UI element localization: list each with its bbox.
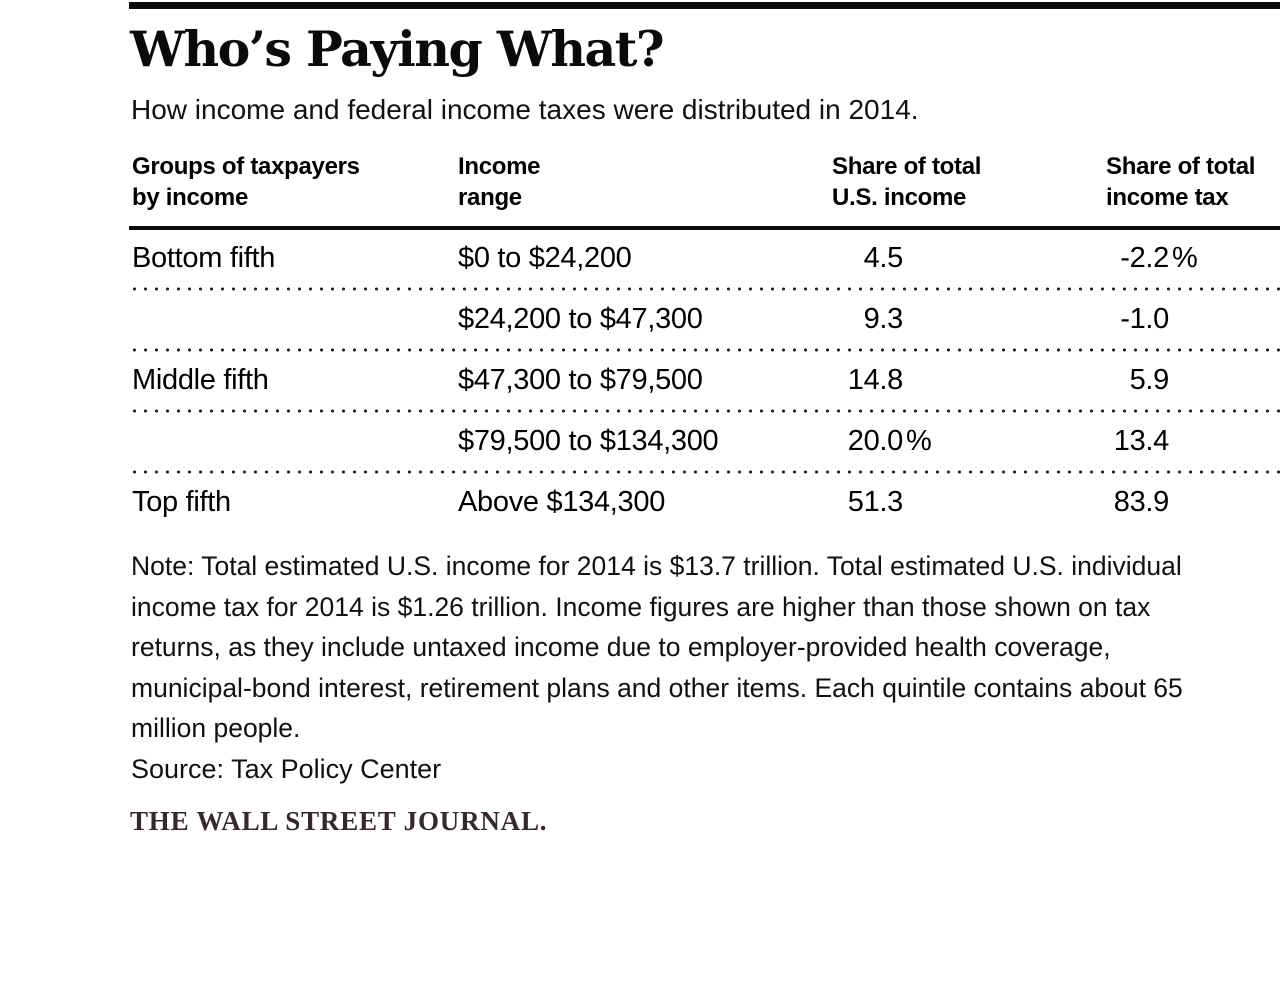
tax-suffix: % bbox=[1172, 242, 1198, 274]
income-suffix: % bbox=[906, 425, 932, 457]
cell-group: Middle fifth bbox=[132, 364, 269, 396]
tax-value: 5.9 bbox=[1129, 364, 1170, 396]
cell-group: Top fifth bbox=[132, 486, 231, 518]
column-header-range: Income range bbox=[455, 151, 829, 213]
row-separator bbox=[129, 409, 1280, 413]
column-header-income-share-line1: Share of total bbox=[832, 153, 982, 180]
cell-tax-share: 5.9 bbox=[1103, 364, 1280, 397]
page-title: Who’s Paying What? bbox=[130, 20, 665, 78]
wsj-brand-logo: THE WALL STREET JOURNAL. bbox=[130, 806, 548, 836]
table-row: Middle fifth $47,300 to $79,500 14.8 5.9 bbox=[129, 352, 1280, 409]
cell-range: $24,200 to $47,300 bbox=[458, 303, 703, 335]
income-value: 4.5 bbox=[863, 242, 904, 274]
tax-value: -1.0 bbox=[1120, 303, 1169, 335]
table-header: Groups of taxpayers by income Income ran… bbox=[129, 151, 1280, 230]
tax-value: 13.4 bbox=[1113, 425, 1170, 457]
cell-income-share: 9.3 bbox=[829, 303, 1103, 336]
table-row: Bottom fifth $0 to $24,200 4.5 -2.2% bbox=[129, 230, 1280, 287]
column-header-groups-line2: by income bbox=[132, 184, 248, 211]
row-separator bbox=[129, 287, 1280, 291]
column-header-range-line2: range bbox=[458, 184, 522, 211]
top-rule bbox=[129, 2, 1280, 9]
data-table: Groups of taxpayers by income Income ran… bbox=[129, 151, 1280, 531]
cell-tax-share: 83.9 bbox=[1103, 486, 1280, 519]
column-header-groups: Groups of taxpayers by income bbox=[129, 151, 455, 213]
cell-tax-share: -2.2% bbox=[1103, 242, 1280, 275]
cell-tax-share: 13.4 bbox=[1103, 425, 1280, 458]
income-value: 9.3 bbox=[863, 303, 904, 335]
income-value: 20.0 bbox=[847, 425, 904, 457]
column-header-groups-line1: Groups of taxpayers bbox=[132, 153, 360, 180]
income-value: 14.8 bbox=[847, 364, 904, 396]
cell-range: $47,300 to $79,500 bbox=[458, 364, 703, 396]
tax-value: -2.2 bbox=[1120, 242, 1169, 274]
row-separator bbox=[129, 348, 1280, 352]
cell-income-share: 51.3 bbox=[829, 486, 1103, 519]
note-line: million people. bbox=[131, 713, 301, 743]
cell-income-share: 4.5 bbox=[829, 242, 1103, 275]
row-separator bbox=[129, 470, 1280, 474]
note-line: returns, as they include untaxed income … bbox=[131, 632, 1111, 662]
cell-income-share: 20.0% bbox=[829, 425, 1103, 458]
column-header-tax-share-line1: Share of total bbox=[1106, 153, 1256, 180]
column-header-range-line1: Income bbox=[458, 153, 541, 180]
source-text: Source: Tax Policy Center bbox=[131, 754, 442, 784]
note-text: Note: Total estimated U.S. income for 20… bbox=[131, 546, 1183, 749]
cell-income-share: 14.8 bbox=[829, 364, 1103, 397]
cell-group: Bottom fifth bbox=[132, 242, 276, 274]
table-row: $24,200 to $47,300 9.3 -1.0 bbox=[129, 291, 1280, 348]
note-line: municipal-bond interest, retirement plan… bbox=[131, 672, 1183, 703]
table-row: $79,500 to $134,300 20.0% 13.4 bbox=[129, 413, 1280, 470]
column-header-income-share: Share of total U.S. income bbox=[829, 151, 1103, 213]
table-row: Top fifth Above $134,300 51.3 83.9 bbox=[129, 474, 1280, 531]
note-line: income tax for 2014 is $1.26 trillion. I… bbox=[131, 591, 1151, 622]
cell-range: $0 to $24,200 bbox=[458, 242, 632, 274]
cell-range: Above $134,300 bbox=[458, 486, 666, 518]
cell-range: $79,500 to $134,300 bbox=[458, 425, 719, 457]
column-header-income-share-line2: U.S. income bbox=[832, 184, 967, 211]
page-subtitle: How income and federal income taxes were… bbox=[131, 94, 919, 125]
tax-value: 83.9 bbox=[1113, 486, 1170, 518]
column-header-tax-share: Share of total income tax bbox=[1103, 151, 1280, 213]
column-header-tax-share-line2: income tax bbox=[1106, 184, 1229, 211]
income-value: 51.3 bbox=[847, 486, 904, 518]
cell-tax-share: -1.0 bbox=[1103, 303, 1280, 336]
note-line: Note: Total estimated U.S. income for 20… bbox=[131, 551, 1182, 581]
